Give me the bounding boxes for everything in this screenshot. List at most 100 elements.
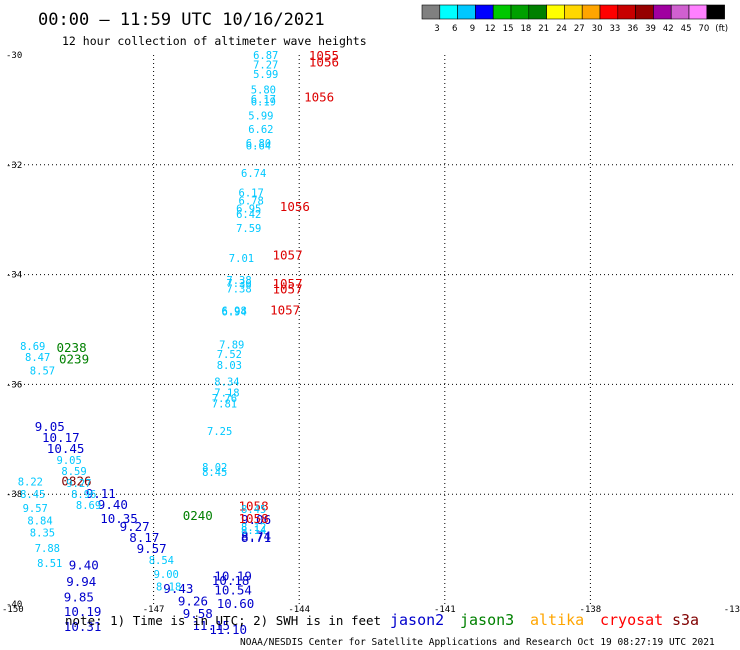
- y-tick-label: -36: [6, 380, 22, 390]
- colorbar-label: 24: [556, 24, 567, 34]
- colorbar-label: 30: [592, 24, 603, 34]
- pass-time-jason2: 10.19: [214, 569, 252, 584]
- footer-note: note: 1) Time is in UTC; 2) SWH is in fe…: [65, 613, 381, 628]
- pass-time-jason2: 11.15: [192, 618, 230, 633]
- colorbar-label: 9: [470, 24, 475, 34]
- colorbar-label: 36: [627, 24, 638, 34]
- pass-time-jason2: 10.17: [42, 430, 80, 445]
- colorbar-swatch: [653, 4, 672, 20]
- colorbar-swatch: [546, 4, 565, 20]
- pass-time-jason2: 8.17: [129, 530, 159, 545]
- satellite-legend-s3a: s3a: [672, 611, 699, 629]
- pass-time-jason2: 10.31: [64, 619, 102, 634]
- swh-value: 7.38: [226, 283, 251, 295]
- colorbar-swatch: [528, 4, 547, 20]
- colorbar-label: 45: [681, 24, 692, 34]
- colorbar-label: 33: [609, 24, 620, 34]
- swh-value: 6.17: [239, 187, 264, 199]
- swh-value: 8.59: [61, 466, 86, 478]
- data-points: 9.0510.1710.459.119.4010.359.278.179.579…: [18, 48, 339, 637]
- colorbar-swatch: [492, 4, 512, 20]
- colorbar-label: 18: [520, 24, 531, 34]
- swh-value: 7.81: [212, 399, 237, 411]
- x-tick-label: -144: [288, 605, 310, 615]
- y-tick-label: -38: [6, 490, 22, 500]
- swh-value: 6.94: [222, 306, 247, 318]
- colorbar-swatch: [439, 4, 458, 20]
- swh-value: 8.14: [241, 525, 266, 537]
- swh-value: 8.47: [25, 352, 50, 364]
- pass-time-jason2: 11.10: [209, 622, 247, 637]
- pass-time-cryosat: 1056: [280, 199, 310, 214]
- x-tick-label: -13: [724, 605, 740, 615]
- pass-time-jason2: 9.57: [137, 541, 167, 556]
- x-tick-label: -138: [580, 605, 602, 615]
- footer-credit: NOAA/NESDIS Center for Satellite Applica…: [240, 637, 715, 648]
- pass-time-cryosat: 1057: [273, 276, 303, 291]
- swh-value: 9.00: [154, 569, 179, 581]
- swh-value: 8.45: [241, 504, 266, 516]
- pass-time-jason2: 9.40: [69, 558, 99, 573]
- satellite-legend-jason3: jason3: [460, 611, 514, 629]
- colorbar-swatch: [599, 4, 619, 20]
- swh-value: 6.98: [222, 305, 247, 317]
- chart-subtitle: 12 hour collection of altimeter wave hei…: [62, 34, 367, 48]
- swh-value: 8.18: [156, 581, 181, 593]
- swh-value: 5.99: [253, 69, 278, 81]
- pass-time-jason2: 10.45: [47, 441, 85, 456]
- pass-time-cryosat: 1058: [239, 498, 269, 513]
- swh-value: 6.95: [236, 204, 261, 216]
- colorbar-label: 39: [645, 24, 656, 34]
- colorbar-label: 6: [452, 24, 457, 34]
- swh-value: 6.62: [248, 124, 273, 136]
- colorbar-swatch: [635, 4, 654, 20]
- plot-grid: [8, 55, 736, 604]
- colorbar-label: 12: [485, 24, 496, 34]
- pass-time-cryosat: 1057: [273, 281, 303, 296]
- swh-value: 8.34: [214, 377, 239, 389]
- colorbar-label: 15: [503, 24, 514, 34]
- swh-value: 8.54: [149, 555, 174, 567]
- colorbar-label: 42: [663, 24, 674, 34]
- swh-value: 8.12: [241, 522, 266, 534]
- pass-time-jason2: 9.06: [241, 512, 271, 527]
- swh-value: 7.36: [226, 278, 251, 290]
- x-tick-label: -150: [2, 605, 24, 615]
- x-tick-label: -141: [434, 605, 456, 615]
- colorbar-swatch: [688, 4, 708, 20]
- swh-value: 8.57: [30, 366, 55, 378]
- swh-value: 7.89: [219, 339, 244, 351]
- colorbar-swatch: [475, 4, 494, 20]
- pass-time-cryosat: 1058: [239, 511, 269, 526]
- color-scale-legend: 3 6 9 12 15 18 21 24 27 30 33 36 39 42 45 70 (ft): [421, 4, 728, 34]
- y-tick-label: -32: [6, 161, 22, 171]
- x-tick-label: -147: [143, 605, 165, 615]
- swh-value: 8.69: [20, 341, 45, 353]
- pass-time-jason2: 10.54: [214, 582, 252, 597]
- y-axis-ticks: -30 -32 -34 -36 -38 -40: [6, 51, 22, 610]
- swh-value: 8.69: [76, 500, 101, 512]
- satellite-legend-cryosat: cryosat: [600, 611, 663, 629]
- pass-time-jason2: 9.85: [64, 589, 94, 604]
- pass-time-cryosat: 1057: [273, 247, 303, 262]
- swh-value: 8.35: [30, 528, 55, 540]
- swh-value: 6.17: [251, 94, 276, 106]
- pass-time-cryosat: 1057: [270, 302, 300, 317]
- swh-value: 7.59: [236, 223, 261, 235]
- swh-value: 8.03: [217, 360, 242, 372]
- swh-value: 8.96: [71, 489, 96, 501]
- y-tick-label: -34: [6, 271, 22, 281]
- colorbar-label: 70: [698, 24, 709, 34]
- swh-value: 7.27: [253, 59, 278, 71]
- colorbar-label: 27: [574, 24, 585, 34]
- swh-value: 8.02: [202, 462, 227, 474]
- swh-value: 9.57: [23, 503, 48, 515]
- pass-time-cryosat: 1055: [309, 48, 339, 63]
- swh-value: 7.38: [226, 275, 251, 287]
- pass-time-jason2: 8.74: [241, 529, 271, 544]
- colorbar-swatch: [581, 4, 601, 20]
- pass-time-jason2: 9.43: [163, 581, 193, 596]
- swh-value: 6.64: [246, 141, 271, 153]
- swh-value: 6.74: [241, 168, 266, 180]
